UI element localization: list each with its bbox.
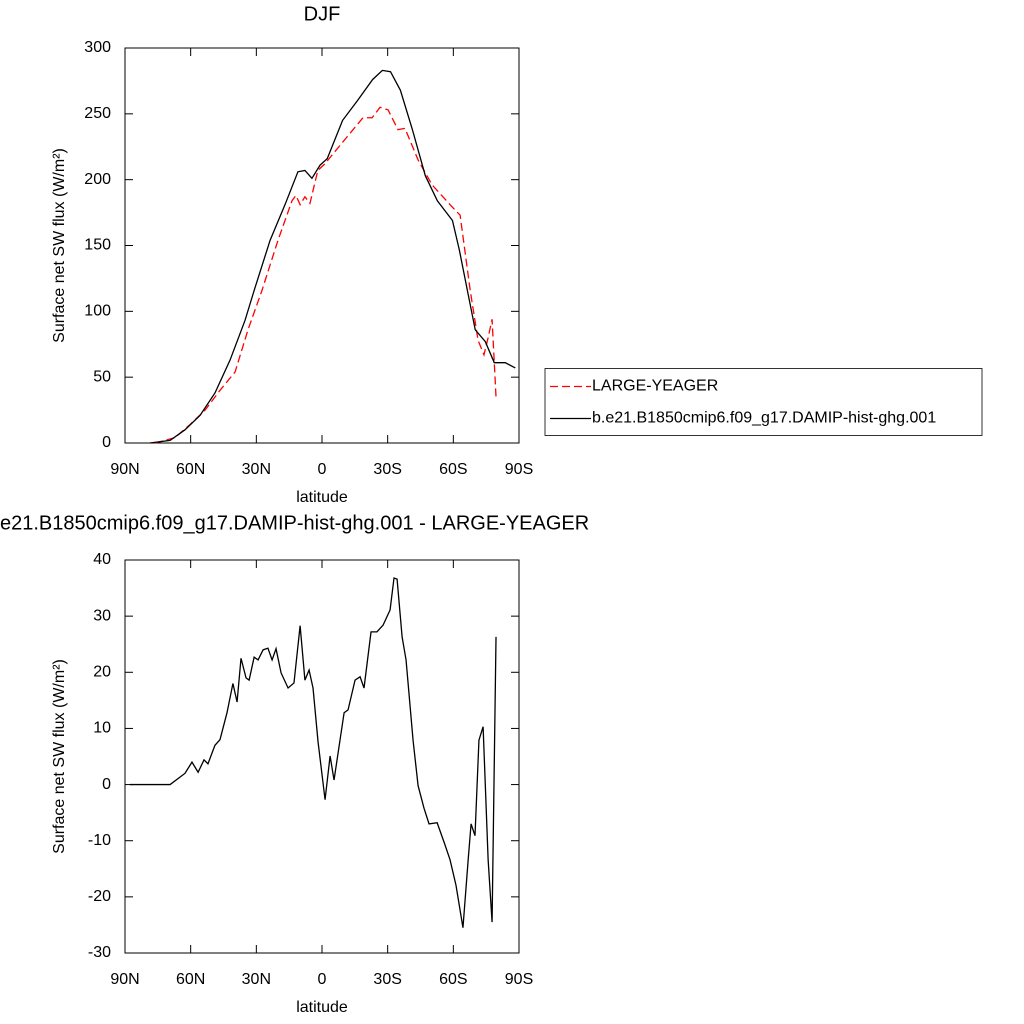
y-axis-label: Surface net SW flux (W/m²) <box>51 659 68 854</box>
chart-title: DJF <box>304 3 341 25</box>
x-tick-label: 30N <box>242 461 271 478</box>
x-tick-label: 60S <box>439 971 467 988</box>
y-tick-label: 200 <box>84 171 111 188</box>
y-tick-label: 50 <box>93 368 111 385</box>
y-tick-label: -10 <box>88 832 111 849</box>
x-tick-label: 0 <box>318 461 327 478</box>
data-line <box>130 577 497 928</box>
chart-title: e21.B1850cmip6.f09_g17.DAMIP-hist-ghg.00… <box>0 512 589 534</box>
x-tick-label: 60S <box>439 461 467 478</box>
x-axis-label: latitude <box>296 999 348 1016</box>
x-tick-label: 90S <box>505 461 533 478</box>
legend-box <box>544 368 983 436</box>
x-tick-label: 30S <box>373 971 401 988</box>
x-tick-label: 60N <box>176 461 205 478</box>
x-tick-label: 90S <box>505 971 533 988</box>
y-tick-label: 0 <box>102 776 111 793</box>
y-tick-label: 0 <box>102 434 111 451</box>
x-tick-label: 0 <box>318 971 327 988</box>
x-tick-label: 30S <box>373 461 401 478</box>
y-axis-label: Surface net SW flux (W/m²) <box>51 148 68 343</box>
plot-frame <box>124 559 520 954</box>
plot-frame <box>124 47 520 444</box>
y-tick-label: 150 <box>84 237 111 254</box>
y-tick-label: 30 <box>93 607 111 624</box>
y-tick-label: 40 <box>93 551 111 568</box>
data-line <box>149 69 516 444</box>
y-tick-label: 20 <box>93 664 111 681</box>
y-tick-label: 300 <box>84 39 111 56</box>
y-tick-label: -30 <box>88 944 111 961</box>
x-tick-label: 90N <box>110 461 139 478</box>
x-tick-label: 60N <box>176 971 205 988</box>
y-tick-label: 100 <box>84 303 111 320</box>
legend-label: b.e21.B1850cmip6.f09_g17.DAMIP-hist-ghg.… <box>592 410 936 427</box>
y-tick-label: 250 <box>84 105 111 122</box>
legend-label: LARGE-YEAGER <box>592 378 718 395</box>
x-tick-label: 30N <box>242 971 271 988</box>
data-line <box>154 106 497 444</box>
y-tick-label: -20 <box>88 888 111 905</box>
y-tick-label: 10 <box>93 720 111 737</box>
x-tick-label: 90N <box>110 971 139 988</box>
x-axis-label: latitude <box>296 489 348 506</box>
